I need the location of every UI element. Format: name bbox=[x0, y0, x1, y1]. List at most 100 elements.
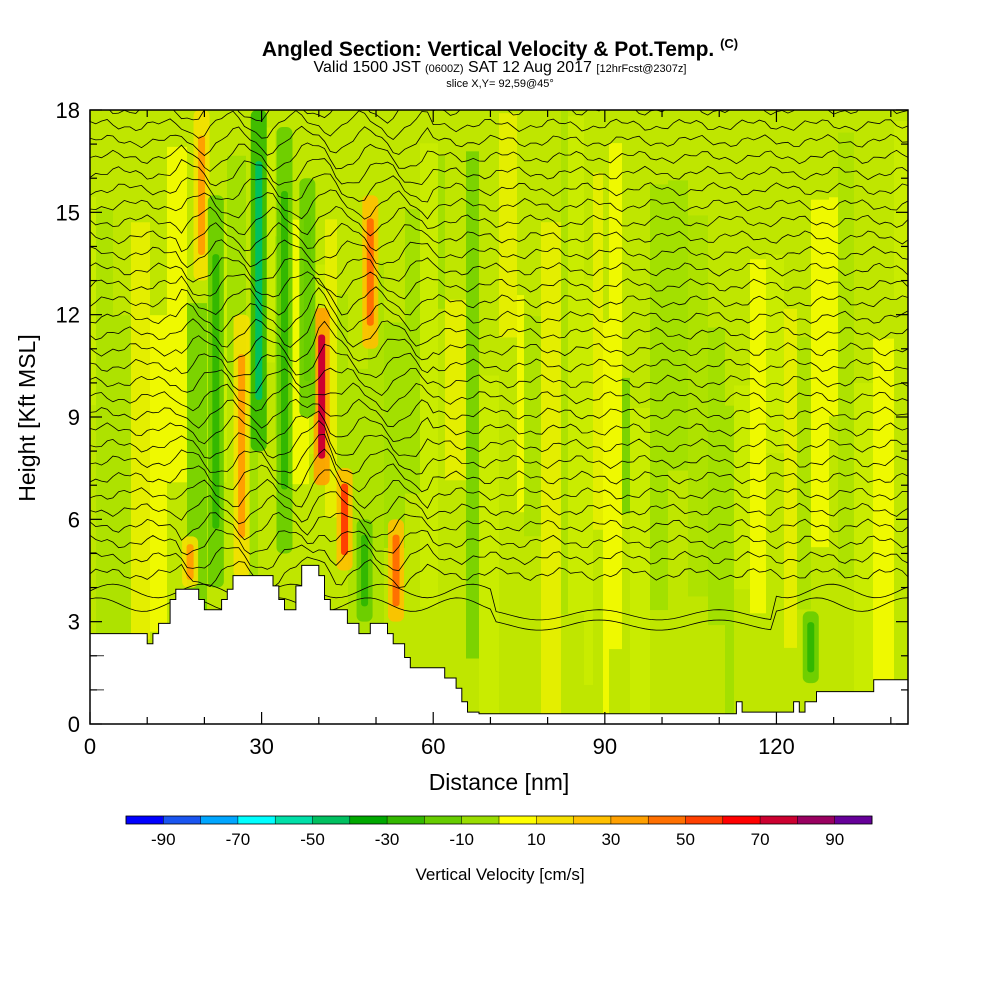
isentrope-line bbox=[90, 410, 908, 445]
isentrope-line bbox=[90, 277, 908, 316]
velocity-band bbox=[797, 337, 811, 610]
colorbar-swatch bbox=[685, 816, 724, 824]
velocity-band bbox=[96, 208, 113, 645]
isentrope-line bbox=[90, 239, 908, 269]
forecast-info: [12hrFcst@2307z] bbox=[596, 63, 687, 75]
velocity-band bbox=[725, 405, 734, 724]
chart-subtitle: Valid 1500 JST (0600Z) SAT 12 Aug 2017 [… bbox=[0, 59, 1000, 77]
isentrope-line bbox=[90, 343, 908, 379]
colorbar-tick-label: 70 bbox=[751, 830, 770, 849]
downdraft-streak-core bbox=[303, 214, 311, 382]
velocity-band bbox=[734, 385, 750, 590]
velocity-band bbox=[708, 327, 725, 626]
x-tick-label: 90 bbox=[593, 734, 617, 759]
velocity-band bbox=[384, 322, 405, 548]
velocity-band bbox=[337, 294, 348, 513]
plot-area bbox=[90, 110, 908, 724]
colorbar-tick-label: 30 bbox=[601, 830, 620, 849]
colorbar-swatch bbox=[573, 816, 612, 824]
colorbar-swatch bbox=[760, 816, 798, 824]
velocity-band bbox=[650, 184, 668, 611]
isentrope-line bbox=[90, 222, 908, 253]
velocity-band bbox=[593, 172, 603, 530]
isentrope-line bbox=[90, 491, 908, 525]
x-tick-label: 30 bbox=[249, 734, 273, 759]
isentrope-line bbox=[90, 271, 908, 300]
colorbar-swatch bbox=[461, 816, 500, 824]
colorbar: -90 -70 -50 -30 -10 10 30 50 70 90 bbox=[125, 815, 873, 849]
velocity-band bbox=[90, 196, 96, 406]
y-tick-label: 0 bbox=[68, 712, 80, 737]
colorbar-swatch bbox=[312, 816, 351, 824]
velocity-band bbox=[766, 254, 784, 454]
potential-temperature-contours bbox=[90, 110, 908, 631]
axis-ticks bbox=[89, 109, 908, 725]
colorbar-tick-label: 10 bbox=[527, 830, 546, 849]
isentrope-line bbox=[90, 205, 908, 237]
x-axis-label: Distance [nm] bbox=[429, 769, 570, 795]
colorbar-tick-label: -50 bbox=[300, 830, 325, 849]
colorbar-tick-label: -10 bbox=[449, 830, 474, 849]
velocity-band bbox=[784, 308, 797, 648]
colorbar-title: Vertical Velocity [cm/s] bbox=[415, 865, 584, 884]
x-tick-label: 0 bbox=[84, 734, 96, 759]
isentrope-line bbox=[90, 125, 908, 157]
isentrope-line bbox=[90, 469, 908, 509]
y-tick-label: 15 bbox=[56, 200, 80, 225]
colorbar-swatch bbox=[237, 816, 276, 824]
colorbar-tick-label: 90 bbox=[825, 830, 844, 849]
isentrope-line bbox=[90, 382, 908, 413]
velocity-band bbox=[113, 315, 131, 703]
chart-title-suffix: (C) bbox=[720, 36, 739, 51]
colorbar-swatch bbox=[424, 816, 462, 824]
colorbar-tick-label: -70 bbox=[226, 830, 251, 849]
velocity-band bbox=[517, 295, 524, 513]
isentrope-line bbox=[90, 173, 908, 203]
colorbar-swatch bbox=[499, 816, 537, 824]
chart-title: Angled Section: Vertical Velocity & Pot.… bbox=[0, 36, 1000, 62]
isentrope-line bbox=[108, 110, 908, 124]
colorbar-swatch bbox=[648, 816, 686, 824]
velocity-band bbox=[609, 143, 622, 650]
isentrope-line bbox=[90, 398, 908, 429]
isentrope-line bbox=[90, 512, 908, 541]
colorbar-tick-label: -90 bbox=[151, 830, 176, 849]
colorbar-swatch bbox=[126, 816, 164, 824]
isentrope-line bbox=[90, 303, 908, 348]
colorbar-tick-label: -30 bbox=[375, 830, 400, 849]
downdraft-streak-core bbox=[361, 534, 369, 607]
colorbar-swatch bbox=[797, 816, 835, 824]
terrain-profile bbox=[90, 564, 908, 724]
velocity-band bbox=[561, 110, 568, 615]
colorbar-swatch bbox=[275, 816, 313, 824]
colorbar-swatch bbox=[722, 816, 761, 824]
velocity-band bbox=[668, 180, 688, 471]
isentrope-line-low bbox=[90, 583, 908, 621]
velocity-band bbox=[524, 316, 541, 537]
velocity-band bbox=[466, 151, 479, 659]
velocity-field-streaks bbox=[182, 110, 819, 684]
axis-tick-labels: 0 30 60 90 120 0 3 6 9 12 15 18 bbox=[56, 98, 795, 759]
isentrope-line bbox=[90, 320, 908, 363]
velocity-band bbox=[622, 377, 630, 514]
updraft-streak-core bbox=[238, 354, 246, 538]
colorbar-swatch bbox=[163, 816, 201, 824]
isentrope-line bbox=[90, 448, 908, 493]
y-tick-label: 6 bbox=[68, 507, 80, 532]
isentrope-line bbox=[90, 257, 908, 283]
velocity-band bbox=[750, 259, 766, 614]
isentrope-line bbox=[90, 158, 908, 187]
colorbar-swatch bbox=[349, 816, 388, 824]
colorbar-tick-label: 50 bbox=[676, 830, 695, 849]
velocity-band bbox=[854, 383, 873, 724]
updraft-streak-core bbox=[341, 483, 349, 556]
x-tick-label: 120 bbox=[758, 734, 795, 759]
y-tick-label: 12 bbox=[56, 303, 80, 328]
y-tick-label: 3 bbox=[68, 610, 80, 635]
velocity-band bbox=[405, 209, 420, 494]
x-tick-label: 60 bbox=[421, 734, 445, 759]
y-tick-label: 9 bbox=[68, 405, 80, 430]
colorbar-swatch bbox=[200, 816, 239, 824]
isentrope-line bbox=[90, 543, 908, 572]
y-axis-label: Height [Kft MSL] bbox=[14, 334, 40, 501]
